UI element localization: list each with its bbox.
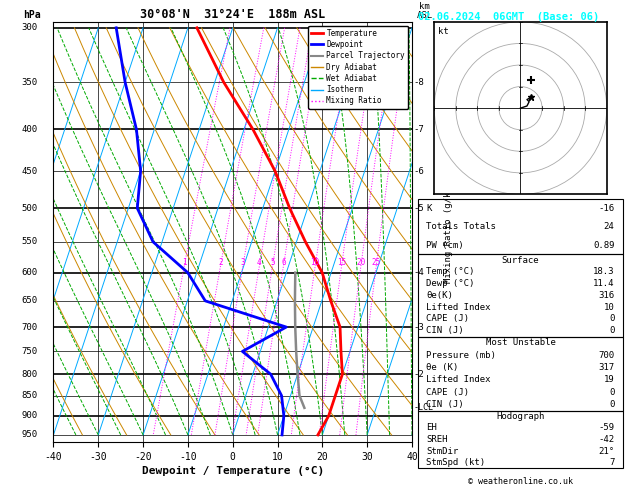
Text: 900: 900: [21, 411, 37, 420]
Text: 350: 350: [21, 78, 37, 87]
Bar: [418, 199, 623, 254]
Text: SREH: SREH: [426, 435, 448, 444]
Text: 800: 800: [21, 370, 37, 379]
X-axis label: Dewpoint / Temperature (°C): Dewpoint / Temperature (°C): [142, 466, 324, 476]
Text: 750: 750: [21, 347, 37, 356]
Text: -8: -8: [413, 78, 424, 87]
Text: 24: 24: [604, 222, 615, 231]
Text: Totals Totals: Totals Totals: [426, 222, 496, 231]
Text: km
ASL: km ASL: [416, 2, 433, 20]
Text: 20: 20: [356, 258, 365, 267]
Text: 400: 400: [21, 125, 37, 134]
Text: 6: 6: [281, 258, 286, 267]
Text: 1: 1: [182, 258, 186, 267]
Bar: [418, 254, 623, 336]
Text: CIN (J): CIN (J): [426, 400, 464, 409]
Text: 10: 10: [604, 303, 615, 312]
Text: -3: -3: [413, 323, 424, 331]
Text: 15: 15: [337, 258, 346, 267]
Text: -4: -4: [413, 268, 424, 277]
Text: -42: -42: [598, 435, 615, 444]
Text: StmDir: StmDir: [426, 447, 459, 455]
Text: Lifted Index: Lifted Index: [426, 375, 491, 384]
Text: CIN (J): CIN (J): [426, 326, 464, 335]
Text: 18.3: 18.3: [593, 267, 615, 277]
Text: 3: 3: [240, 258, 245, 267]
Text: CAPE (J): CAPE (J): [426, 314, 469, 323]
Text: 950: 950: [21, 431, 37, 439]
Text: kt: kt: [438, 27, 448, 36]
Text: 0: 0: [609, 400, 615, 409]
Text: 11.4: 11.4: [593, 279, 615, 288]
Text: 0: 0: [609, 326, 615, 335]
Text: θe(K): θe(K): [426, 291, 454, 300]
Text: PW (cm): PW (cm): [426, 241, 464, 249]
Text: -16: -16: [598, 204, 615, 213]
Text: -7: -7: [413, 125, 424, 134]
Text: 500: 500: [21, 204, 37, 213]
Text: -59: -59: [598, 423, 615, 433]
Text: Pressure (mb): Pressure (mb): [426, 350, 496, 360]
Text: 7: 7: [609, 458, 615, 467]
Text: StmSpd (kt): StmSpd (kt): [426, 458, 486, 467]
Text: 19: 19: [604, 375, 615, 384]
Text: Dewp (°C): Dewp (°C): [426, 279, 475, 288]
Text: Mixing Ratio (g/kg): Mixing Ratio (g/kg): [444, 181, 454, 283]
Text: 550: 550: [21, 237, 37, 246]
Text: 0: 0: [609, 314, 615, 323]
Text: 317: 317: [598, 363, 615, 372]
Text: -2: -2: [413, 370, 424, 379]
Legend: Temperature, Dewpoint, Parcel Trajectory, Dry Adiabat, Wet Adiabat, Isotherm, Mi: Temperature, Dewpoint, Parcel Trajectory…: [308, 26, 408, 108]
Text: Lifted Index: Lifted Index: [426, 303, 491, 312]
Text: 316: 316: [598, 291, 615, 300]
Text: 700: 700: [21, 323, 37, 331]
Text: 10: 10: [311, 258, 320, 267]
Bar: [418, 336, 623, 411]
Text: © weatheronline.co.uk: © weatheronline.co.uk: [468, 477, 573, 486]
Text: K: K: [426, 204, 432, 213]
Title: 30°08'N  31°24'E  188m ASL: 30°08'N 31°24'E 188m ASL: [140, 8, 325, 21]
Text: CAPE (J): CAPE (J): [426, 388, 469, 397]
Text: 02.06.2024  06GMT  (Base: 06): 02.06.2024 06GMT (Base: 06): [418, 12, 599, 22]
Text: Most Unstable: Most Unstable: [486, 338, 555, 347]
Text: 650: 650: [21, 296, 37, 305]
Text: 700: 700: [598, 350, 615, 360]
Text: 4: 4: [257, 258, 262, 267]
Text: 300: 300: [21, 23, 37, 32]
Text: 600: 600: [21, 268, 37, 277]
Text: 21°: 21°: [598, 447, 615, 455]
Text: Surface: Surface: [502, 256, 539, 264]
Text: -5: -5: [413, 204, 424, 213]
Text: EH: EH: [426, 423, 437, 433]
Text: Hodograph: Hodograph: [496, 412, 545, 421]
Text: 0.89: 0.89: [593, 241, 615, 249]
Bar: [418, 411, 623, 469]
Text: hPa: hPa: [23, 10, 41, 20]
Text: -LCL: -LCL: [413, 403, 433, 412]
Text: Temp (°C): Temp (°C): [426, 267, 475, 277]
Text: 2: 2: [218, 258, 223, 267]
Text: -6: -6: [413, 167, 424, 175]
Text: θe (K): θe (K): [426, 363, 459, 372]
Text: 0: 0: [609, 388, 615, 397]
Text: 850: 850: [21, 391, 37, 400]
Text: 5: 5: [270, 258, 275, 267]
Text: 25: 25: [372, 258, 381, 267]
Text: 450: 450: [21, 167, 37, 175]
